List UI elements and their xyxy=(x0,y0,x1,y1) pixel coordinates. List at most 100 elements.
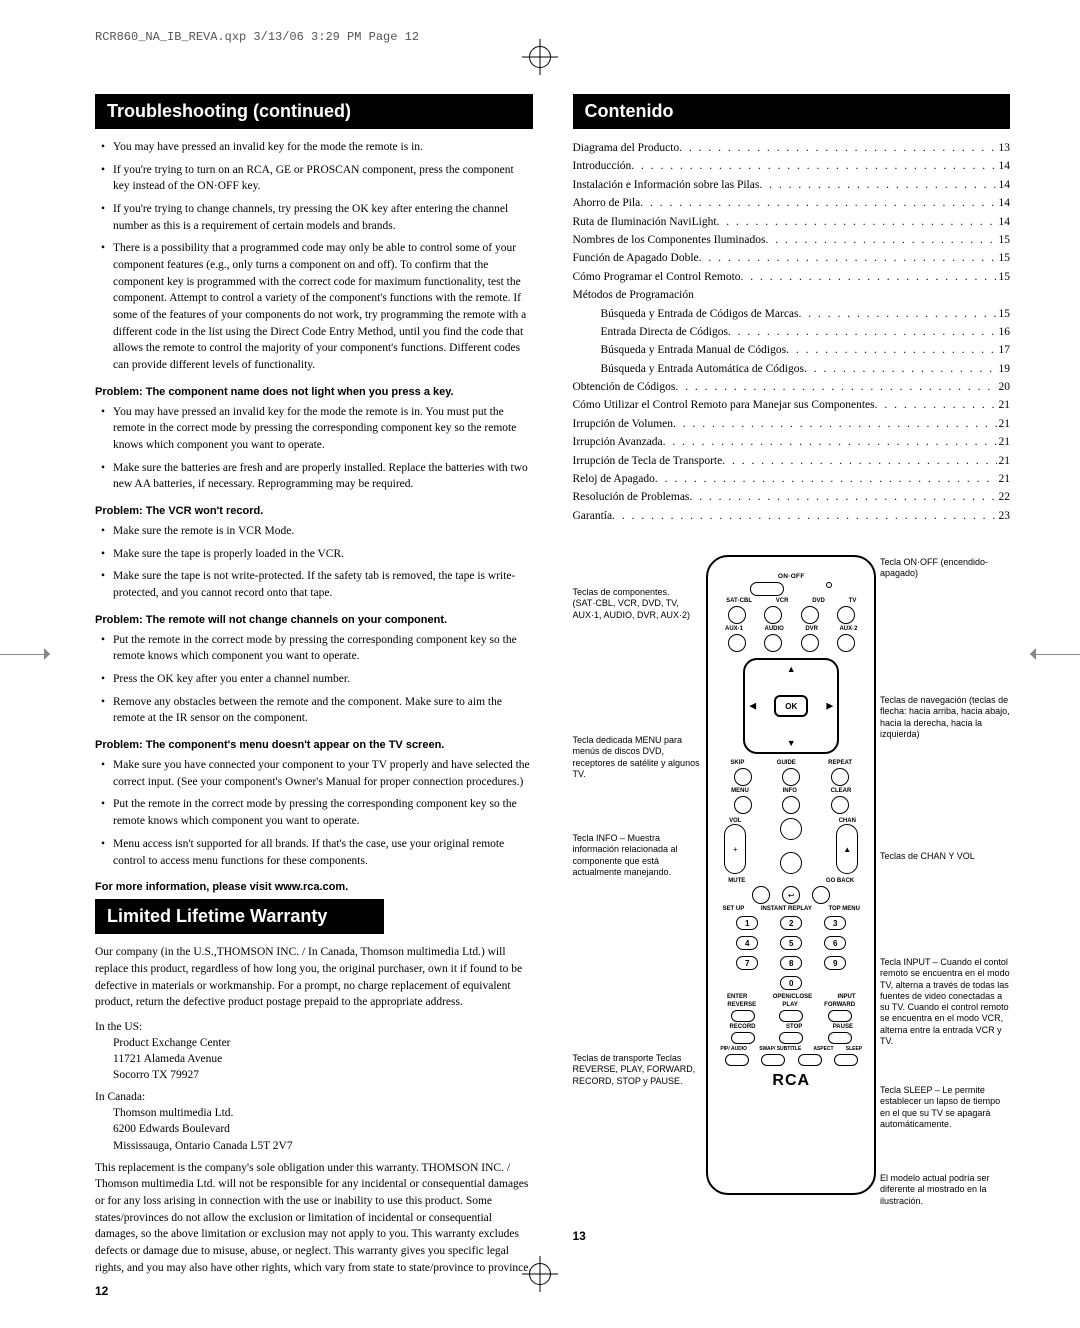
toc-label: Resolución de Problemas xyxy=(573,488,690,506)
toc-row: Irrupción Avanzada21 xyxy=(573,433,1011,451)
number-button: 3 xyxy=(824,916,846,930)
toc-leader-dots xyxy=(663,433,997,451)
onoff-button xyxy=(750,582,784,596)
toc-leader-dots xyxy=(875,396,997,414)
down-button xyxy=(780,852,802,874)
row3-buttons xyxy=(718,768,864,786)
number-button: 6 xyxy=(824,936,846,950)
toc-row: Diagrama del Producto13 xyxy=(573,139,1011,157)
ca-address: In Canada: Thomson multimedia Ltd.6200 E… xyxy=(95,1089,533,1153)
toc-page: 14 xyxy=(997,157,1011,175)
toc-page: 21 xyxy=(997,415,1011,433)
remote-outline: ON·OFF SAT·CBLVCRDVDTV AUX·1AUDIODVRAUX·… xyxy=(706,555,876,1195)
bullet-item: Put the remote in the correct mode by pr… xyxy=(95,796,533,829)
toc-page: 22 xyxy=(997,488,1011,506)
bullet-item: Make sure the batteries are fresh and ar… xyxy=(95,460,533,493)
button-label: CLEAR xyxy=(831,788,852,794)
callout-sleep: Tecla SLEEP – Le permite establecer un l… xyxy=(880,1085,1010,1130)
bullet-item: Put the remote in the correct mode by pr… xyxy=(95,632,533,665)
callout-components: Teclas de componentes. (SAT·CBL, VCR, DV… xyxy=(573,587,703,621)
toc-leader-dots xyxy=(786,341,996,359)
remote-button xyxy=(798,1054,822,1066)
more-info-link: For more information, please visit www.r… xyxy=(95,881,533,893)
button-label: GUIDE xyxy=(777,760,796,766)
button-label: ENTER xyxy=(727,994,747,1000)
button-label: PLAY xyxy=(782,1002,797,1008)
toc-row: Ahorro de Pila 14 xyxy=(573,194,1011,212)
callout-input: Tecla INPUT – Cuando el contol remoto se… xyxy=(880,957,1010,1047)
address-line: Socorro TX 79927 xyxy=(113,1067,533,1083)
remote-button xyxy=(728,634,746,652)
remote-button xyxy=(761,1054,785,1066)
remote-button xyxy=(801,606,819,624)
toc-row: Búsqueda y Entrada de Códigos de Marcas1… xyxy=(573,305,1011,323)
toc-row: Reloj de Apagado21 xyxy=(573,470,1011,488)
toc-row: Entrada Directa de Códigos16 xyxy=(573,323,1011,341)
bottom-labels: PIP/ AUDIOSWAP/ SUBTITLEASPECTSLEEP xyxy=(714,1046,868,1052)
rca-brand: RCA xyxy=(714,1072,868,1090)
toc-leader-dots xyxy=(631,157,996,175)
toc-label: Métodos de Programación xyxy=(573,286,694,304)
contenido-heading: Contenido xyxy=(573,94,1011,129)
bullet-item: Make sure the tape is properly loaded in… xyxy=(95,546,533,563)
button-label: MENU xyxy=(731,788,749,794)
bullet-item: If you're trying to change channels, try… xyxy=(95,201,533,234)
toc-row: Búsqueda y Entrada Automática de Códigos… xyxy=(573,360,1011,378)
toc-label: Cómo Utilizar el Control Remoto para Man… xyxy=(573,396,875,414)
callout-nav: Teclas de navegación (teclas de flecha: … xyxy=(880,695,1010,740)
callout-info: Tecla INFO – Muestra información relacio… xyxy=(573,833,703,878)
bullet-item: There is a possibility that a programmed… xyxy=(95,240,533,373)
toc-page: 17 xyxy=(997,341,1011,359)
number-button: 5 xyxy=(780,936,802,950)
toc-page: 20 xyxy=(997,378,1011,396)
troubleshooting-heading: Troubleshooting (continued) xyxy=(95,94,533,129)
toc-leader-dots xyxy=(722,452,996,470)
number-button: 4 xyxy=(736,936,758,950)
toc-leader-dots xyxy=(655,470,997,488)
callout-chanvol: Teclas de CHAN Y VOL xyxy=(880,851,1010,862)
toc-label: Ahorro de Pila xyxy=(573,194,641,212)
toc-label: Ruta de Iluminación NaviLight xyxy=(573,213,717,231)
toc-page: 15 xyxy=(997,305,1011,323)
bullet-item: Make sure the tape is not write-protecte… xyxy=(95,568,533,601)
remote-button xyxy=(734,796,752,814)
remote-button xyxy=(837,634,855,652)
remote-button xyxy=(779,1010,803,1022)
row2-labels: AUX·1AUDIODVRAUX·2 xyxy=(714,626,868,632)
remote-button xyxy=(831,796,849,814)
callout-menu: Tecla dedicada MENU para menús de discos… xyxy=(573,735,703,780)
toc-page: 15 xyxy=(997,231,1011,249)
toc-page: 21 xyxy=(997,396,1011,414)
left-column: Troubleshooting (continued) You may have… xyxy=(95,94,533,1298)
button-label: REVERSE xyxy=(727,1002,756,1008)
button-label: SLEEP xyxy=(846,1046,862,1052)
button-label: PAUSE xyxy=(833,1024,853,1030)
toc-leader-dots xyxy=(675,378,996,396)
remote-button xyxy=(834,1054,858,1066)
toc-page: 19 xyxy=(997,360,1011,378)
toc-page: 14 xyxy=(997,194,1011,212)
toc-page: 16 xyxy=(997,323,1011,341)
vol-rocker: + xyxy=(724,824,746,874)
bullets-p5: Make sure you have connected your compon… xyxy=(95,757,533,869)
component-row1 xyxy=(718,606,864,624)
button-label: TOP MENU xyxy=(828,906,859,912)
bullet-item: Make sure you have connected your compon… xyxy=(95,757,533,790)
bullets-general: You may have pressed an invalid key for … xyxy=(95,139,533,374)
button-label: AUX·1 xyxy=(725,626,743,632)
toc-page: 14 xyxy=(997,213,1011,231)
button-label: PIP/ AUDIO xyxy=(720,1046,747,1052)
transport2-labels: RECORDSTOPPAUSE xyxy=(714,1024,868,1030)
nav-ring: OK ▲ ▼ ◀ ▶ xyxy=(743,658,839,754)
button-label: OPEN/CLOSE xyxy=(773,994,812,1000)
toc-row: Obtención de Códigos 20 xyxy=(573,378,1011,396)
arrow-right-icon: ▶ xyxy=(826,701,833,712)
toc-page: 21 xyxy=(997,452,1011,470)
remote-button xyxy=(828,1032,852,1044)
remote-button xyxy=(731,1032,755,1044)
toc-leader-dots xyxy=(799,305,997,323)
toc-label: Búsqueda y Entrada Automática de Códigos xyxy=(601,360,804,378)
toc-leader-dots xyxy=(765,231,996,249)
toc-leader-dots xyxy=(640,194,996,212)
toc-label: Obtención de Códigos xyxy=(573,378,676,396)
